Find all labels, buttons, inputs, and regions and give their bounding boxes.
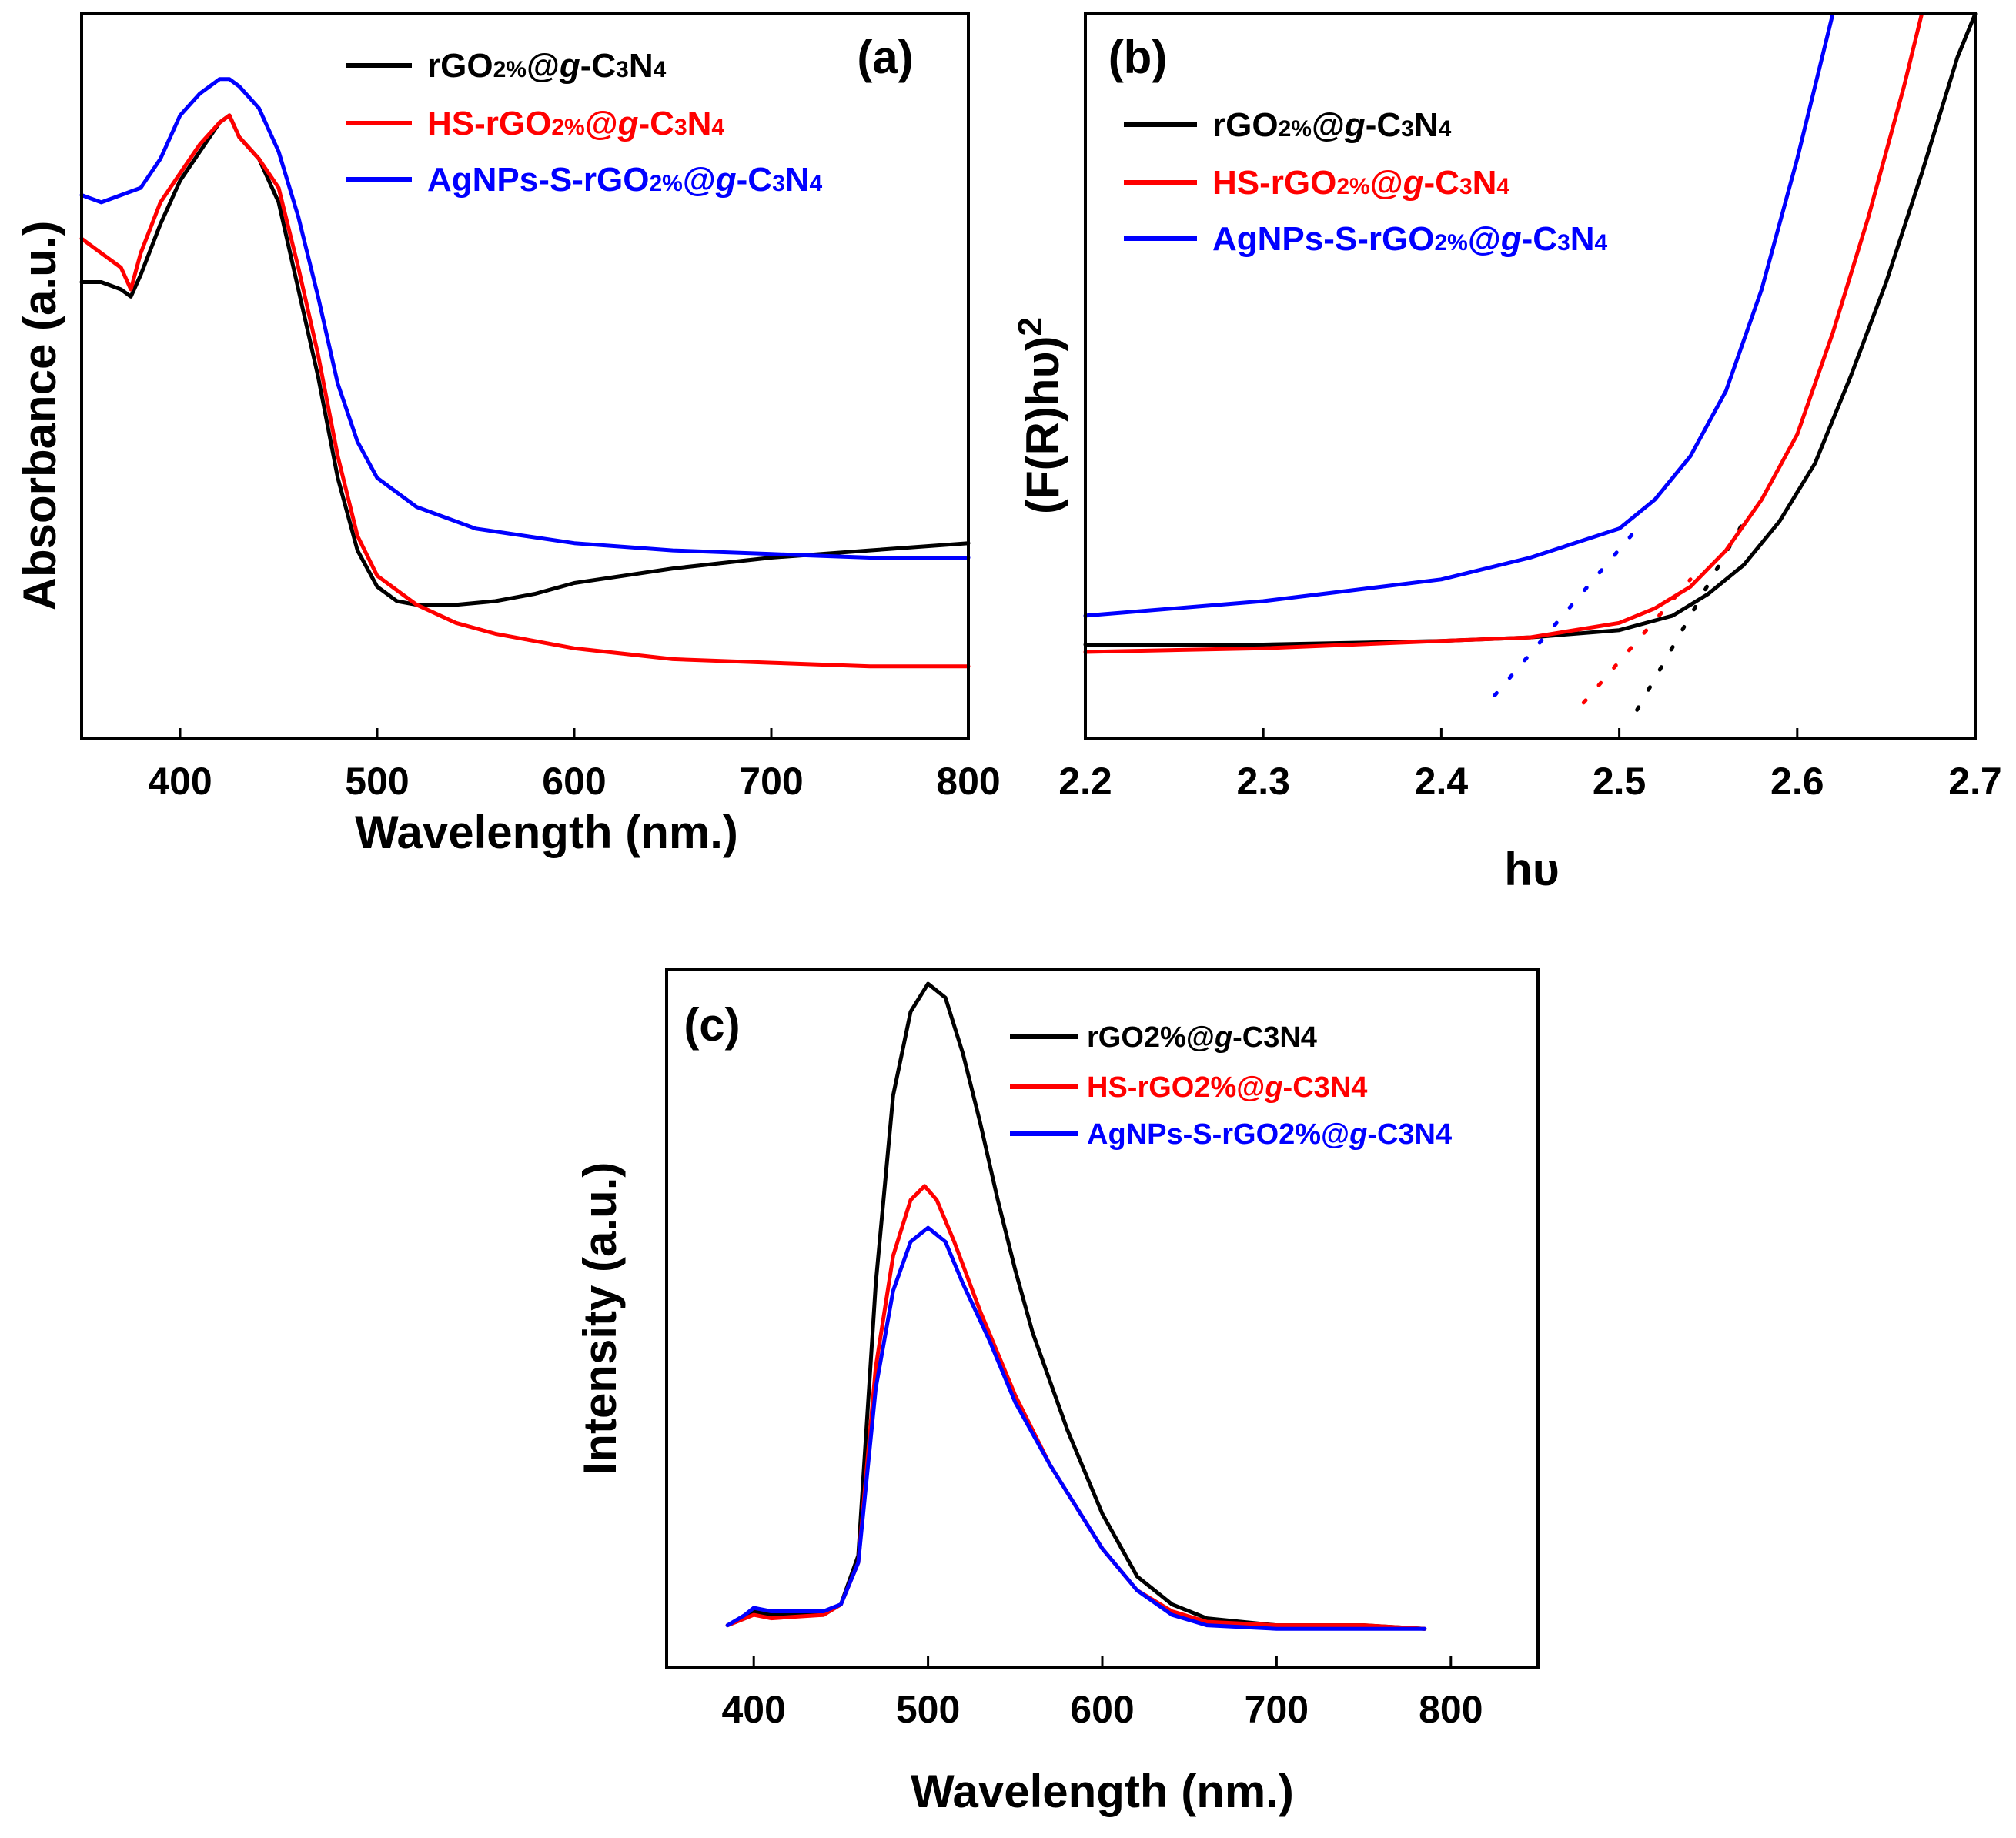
panel-a-x-tick-label-2: 500: [345, 760, 409, 803]
panel-a-x-axis-label: Wavelength (nm.): [355, 807, 738, 858]
panel-c: 400 500 600 700 800 (c) Wavelength (nm.) Int…: [574, 968, 1540, 1817]
panel-b-legend-entry-2: HS-rGO2%@g-C3N4: [1212, 164, 1509, 202]
panel-b-extrapolation-3: [1493, 526, 1640, 697]
panel-c-x-tick-label-4: 700: [1245, 1688, 1309, 1731]
panel-b-series-2-line: [1083, 12, 1924, 654]
panel-c-series-2-line: [725, 1184, 1427, 1631]
panel-b-series-3-line: [1083, 12, 1835, 618]
panel-c-x-tick-label-1: 400: [721, 1688, 785, 1731]
panel-c-x-tick-label-2: 500: [896, 1688, 960, 1731]
panel-a-legend-entry-3: AgNPs-S-rGO2%@g-C3N4: [427, 161, 823, 199]
panel-a-series: [79, 77, 971, 669]
panel-b-label: (b): [1108, 32, 1168, 83]
panel-a-x-tick-label-5: 800: [936, 760, 1000, 803]
panel-c-x-tick-label-5: 800: [1419, 1688, 1483, 1731]
panel-b-x-tick-label-3: 2.4: [1415, 760, 1469, 803]
panel-b-ticks: 2.2 2.3 2.4 2.5 2.6 2.7: [1058, 728, 2002, 803]
panel-b-extrapolations: [1493, 519, 1746, 712]
panel-c-legend: rGO2%@g-C3N4 HS-rGO2%@g-C3N4 AgNPs-S-rGO…: [1010, 1021, 1452, 1151]
panel-b-extrapolation-2: [1581, 577, 1693, 705]
panel-c-legend-entry-2: HS-rGO2%@g-C3N4: [1087, 1071, 1367, 1104]
panel-b-legend: rGO2%@g-C3N4 HS-rGO2%@g-C3N4 AgNPs-S-rGO…: [1124, 106, 1608, 258]
panel-a-x-tick-label-3: 600: [542, 760, 606, 803]
panel-c-x-tick-label-3: 600: [1070, 1688, 1134, 1731]
panel-b-x-tick-label-6: 2.7: [1948, 760, 2002, 803]
panel-a-series-2-line: [79, 113, 971, 669]
panel-a-plot-frame: [80, 12, 970, 740]
panel-a-legend-entry-1: rGO2%@g-C3N4: [427, 47, 667, 85]
panel-b-series: [1083, 12, 1978, 654]
panel-c-x-axis-label: Wavelength (nm.): [911, 1766, 1294, 1817]
panel-c-label: (c): [684, 999, 740, 1051]
panel-b-y-axis-label: (F(R)hυ)2: [1011, 317, 1068, 514]
panel-a-x-tick-label-4: 700: [739, 760, 803, 803]
panel-b: 2.2 2.3 2.4 2.5 2.6 2.7 (b) hυ (F(R)hυ)2 rGO2…: [1011, 12, 2002, 895]
panel-a-legend: rGO2%@g-C3N4 HS-rGO2%@g-C3N4 AgNPs-S-rGO…: [346, 47, 823, 199]
panel-c-legend-entry-1: rGO2%@g-C3N4: [1087, 1021, 1317, 1054]
panel-a-legend-entry-2: HS-rGO2%@g-C3N4: [427, 105, 724, 142]
panel-a-series-3-line: [79, 77, 971, 560]
panel-c-series: [725, 981, 1427, 1631]
panel-b-plot-frame: [1084, 12, 1977, 740]
panel-a-x-tick-label-1: 400: [148, 760, 212, 803]
panel-a-ticks: 400 500 600 700 800: [148, 728, 1001, 803]
panel-b-legend-entry-3: AgNPs-S-rGO2%@g-C3N4: [1212, 220, 1608, 258]
panel-a-label: (a): [857, 32, 913, 83]
panel-b-x-tick-label-5: 2.6: [1770, 760, 1824, 803]
panel-a-series-1-line: [79, 113, 971, 607]
panel-b-legend-entry-1: rGO2%@g-C3N4: [1212, 106, 1452, 144]
panel-a: 400 500 600 700 800 (a) Wavelength (nm.) Abs…: [14, 12, 1001, 858]
panel-b-x-tick-label-4: 2.5: [1593, 760, 1647, 803]
panel-c-ticks: 400 500 600 700 800: [721, 1656, 1483, 1731]
panel-c-series-3-line: [725, 1225, 1427, 1631]
panel-b-x-tick-label-1: 2.2: [1058, 760, 1112, 803]
panel-a-y-axis-label: Absorbance (a.u.): [14, 221, 65, 611]
panel-b-x-tick-label-2: 2.3: [1236, 760, 1290, 803]
panel-b-x-axis-label: hυ: [1504, 844, 1560, 895]
panel-c-y-axis-label: Intensity (a.u.): [574, 1162, 626, 1475]
panel-c-legend-entry-3: AgNPs-S-rGO2%@g-C3N4: [1087, 1118, 1452, 1151]
